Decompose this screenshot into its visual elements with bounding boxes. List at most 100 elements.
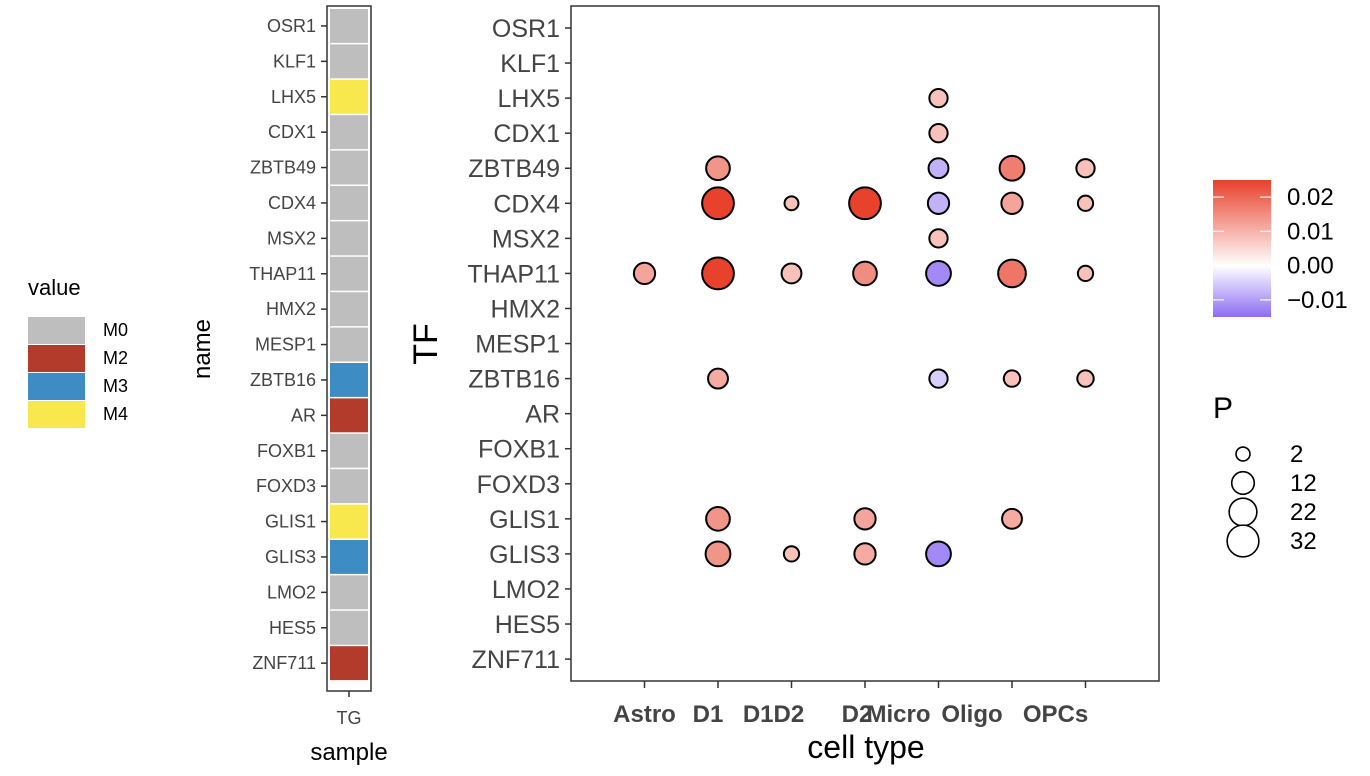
size-legend-circle <box>1230 470 1256 496</box>
heatmap-row-label: THAP11 <box>249 264 316 284</box>
heatmap-row-label: HES5 <box>269 618 316 638</box>
dotplot-point <box>997 258 1027 289</box>
dotplot-x-tick-label: Micro <box>866 701 930 728</box>
dotplot-point <box>926 191 951 215</box>
dotplot-y-tick-label: LHX5 <box>497 85 560 113</box>
dotplot-point <box>707 367 729 390</box>
heatmap-cell <box>330 504 368 539</box>
dotplot-x-tick-label: D1 <box>693 701 724 728</box>
heatmap-x-tick-label: TG <box>337 708 362 728</box>
dotplot-point <box>704 540 732 568</box>
dotplot-y-tick-label: CDX4 <box>493 190 560 218</box>
heatmap-cell <box>330 540 368 574</box>
dotplot-point <box>998 154 1026 182</box>
dotplot-point <box>632 261 657 286</box>
dotplot-y-tick-label: ZBTB16 <box>468 366 560 394</box>
heatmap-row-label: MESP1 <box>255 335 316 355</box>
dotplot-y-tick-label: MESP1 <box>475 331 560 359</box>
dotplot-y-axis-title: TF <box>407 323 445 365</box>
dotplot-border <box>570 5 1160 682</box>
color-scale-tick-label: −0.01 <box>1287 287 1348 314</box>
heatmap-row-label: GLIS1 <box>265 512 316 532</box>
dotplot-y-tick-label: FOXD3 <box>477 471 560 499</box>
dotplot-y-tick-label: GLIS3 <box>489 541 560 569</box>
heatmap-row-label: GLIS3 <box>265 547 316 567</box>
dotplot-point <box>782 545 801 563</box>
size-legend-circle <box>1226 524 1260 558</box>
legend-swatch-m3 <box>28 373 85 400</box>
dotplot-point <box>925 540 952 568</box>
dotplot-y-tick-label: OSR1 <box>492 15 560 43</box>
heatmap-row-label: LHX5 <box>271 87 316 107</box>
size-legend-title: P <box>1213 392 1233 425</box>
size-legend-label: 32 <box>1290 528 1317 555</box>
heatmap-cell <box>330 115 368 150</box>
dotplot-point <box>705 505 731 532</box>
dotplot-x-axis-title: cell type <box>807 729 924 765</box>
heatmap-row-label: LMO2 <box>267 582 316 602</box>
heatmap-cell <box>330 398 368 433</box>
heatmap-cell <box>330 256 368 291</box>
dotplot-point <box>1076 264 1095 283</box>
heatmap-cell <box>330 575 368 610</box>
heatmap-row-label: ZBTB16 <box>250 370 316 390</box>
color-scale-bar <box>1213 180 1271 317</box>
dotplot-x-tick-label: D1D2 <box>743 701 804 728</box>
heatmap-row-label: FOXB1 <box>257 441 316 461</box>
color-scale-tick-label: 0.00 <box>1287 253 1334 280</box>
dotplot-x-tick-label: OPCs <box>1023 701 1088 728</box>
dotplot-point <box>848 186 882 221</box>
heatmap-cell <box>330 469 368 504</box>
heatmap-cell <box>330 327 368 362</box>
size-legend-circle <box>1235 446 1251 462</box>
color-scale-legend: 0.02 0.01 0.00 −0.01 <box>1213 180 1348 317</box>
dotplot-point <box>928 87 949 109</box>
dotplot-point <box>928 228 949 249</box>
legend-label-m0: M0 <box>103 320 128 340</box>
dotplot-y-tick-label: LMO2 <box>492 576 560 604</box>
color-scale-tick-label: 0.01 <box>1287 218 1334 245</box>
dotplot-x-tick-label: D2 <box>842 701 873 728</box>
dotplot-point <box>1001 507 1023 530</box>
heatmap-legend-title: value <box>28 275 81 300</box>
heatmap-legend: value M0 M2 M3 M4 <box>28 275 128 428</box>
legend-swatch-m0 <box>28 317 85 344</box>
legend-swatch-m2 <box>28 345 85 372</box>
dotplot-point <box>853 542 877 566</box>
dotplot-panel: OSR1 KLF1 LHX5 CDX1 ZBTB49 CDX4 MSX2 THAP11 HMX2… <box>407 5 1160 765</box>
dotplot-point <box>1000 191 1024 215</box>
heatmap-row-label: OSR1 <box>267 16 316 36</box>
heatmap-row-label: HMX2 <box>266 299 316 319</box>
heatmap-cell <box>330 292 368 327</box>
dotplot-y-tick-label: ZNF711 <box>472 646 560 674</box>
dotplot-point <box>780 262 803 285</box>
dotplot-point <box>1076 194 1095 212</box>
legend-label-m2: M2 <box>103 348 128 368</box>
heatmap-cell <box>330 221 368 256</box>
dotplot-y-tick-label: KLF1 <box>500 50 560 78</box>
heatmap-row-label: KLF1 <box>273 51 316 71</box>
dotplot-point <box>1076 369 1095 388</box>
color-scale-tick-label: 0.02 <box>1287 184 1334 211</box>
heatmap-row-label: ZBTB49 <box>250 158 316 178</box>
dotplot-point <box>928 368 949 389</box>
dotplot-point <box>925 260 952 287</box>
dotplot-point <box>783 195 800 212</box>
heatmap-cell <box>330 433 368 468</box>
heatmap-row-label: CDX1 <box>268 122 316 142</box>
heatmap-panel: OSR1 KLF1 LHX5 CDX1 ZBTB49 CDX4 MSX2 THAP11 HMX2… <box>189 5 388 766</box>
dotplot-y-tick-label: HES5 <box>495 611 560 639</box>
heatmap-row-label: AR <box>291 405 316 425</box>
dotplot-y-tick-label: CDX1 <box>493 120 560 148</box>
dotplot-y-tick-label: HMX2 <box>491 295 560 323</box>
dotplot-point <box>852 260 878 287</box>
legend-label-m4: M4 <box>103 404 128 424</box>
dotplot-point <box>928 123 949 144</box>
heatmap-row-label: FOXD3 <box>256 476 316 496</box>
legend-label-m3: M3 <box>103 376 128 396</box>
dotplot-y-tick-label: GLIS1 <box>489 506 560 534</box>
size-legend-label: 12 <box>1290 470 1317 497</box>
heatmap-cell <box>330 363 368 397</box>
heatmap-cell <box>330 44 368 79</box>
